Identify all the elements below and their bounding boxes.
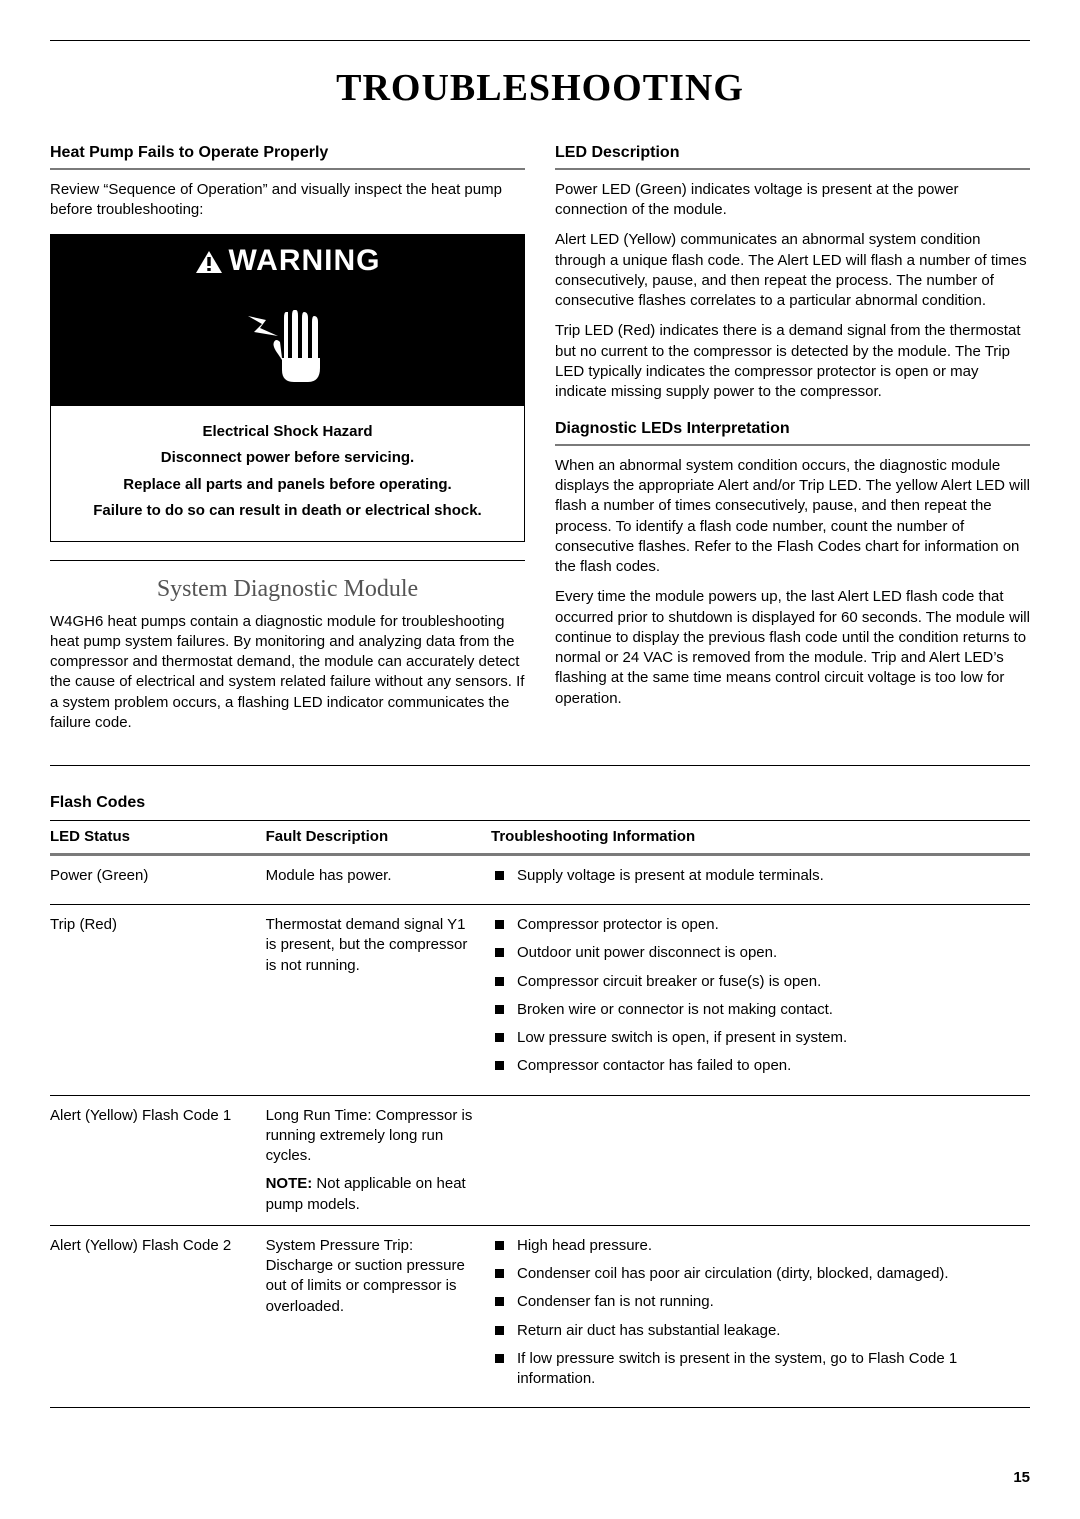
warning-icon-area <box>51 290 524 406</box>
troubleshooting-list: Supply voltage is present at module term… <box>491 866 1016 886</box>
right-column: LED Description Power LED (Green) indica… <box>555 142 1030 743</box>
flash-codes-title: Flash Codes <box>50 792 1030 814</box>
list-item: High head pressure. <box>491 1236 1016 1256</box>
heading-rule <box>555 168 1030 170</box>
system-diagnostic-body: W4GH6 heat pumps contain a diagnostic mo… <box>50 612 525 734</box>
warning-body: Electrical Shock Hazard Disconnect power… <box>51 406 524 541</box>
column-rule <box>50 560 525 561</box>
cell-led-status: Alert (Yellow) Flash Code 1 <box>50 1095 266 1225</box>
section-divider <box>50 765 1030 766</box>
list-item: Low pressure switch is open, if present … <box>491 1028 1016 1048</box>
cell-troubleshooting: Supply voltage is present at module term… <box>491 854 1030 904</box>
table-row: Trip (Red)Thermostat demand signal Y1 is… <box>50 905 1030 1096</box>
flash-codes-table: LED Status Fault Description Troubleshoo… <box>50 820 1030 1409</box>
table-header-row: LED Status Fault Description Troubleshoo… <box>50 820 1030 854</box>
heading-led-description: LED Description <box>555 142 1030 164</box>
page-title: TROUBLESHOOTING <box>50 63 1030 114</box>
col-header-trouble: Troubleshooting Information <box>491 820 1030 854</box>
flash-codes-tbody: Power (Green)Module has power.Supply vol… <box>50 854 1030 1408</box>
list-item: Compressor protector is open. <box>491 915 1016 935</box>
heading-diagnostic-leds: Diagnostic LEDs Interpretation <box>555 418 1030 440</box>
list-item: If low pressure switch is present in the… <box>491 1349 1016 1390</box>
cell-fault-description: Module has power. <box>266 854 491 904</box>
list-item: Outdoor unit power disconnect is open. <box>491 943 1016 963</box>
cell-led-status: Trip (Red) <box>50 905 266 1096</box>
list-item: Compressor circuit breaker or fuse(s) is… <box>491 972 1016 992</box>
intro-text: Review “Sequence of Operation” and visua… <box>50 180 525 221</box>
diag-p1: When an abnormal system condition occurs… <box>555 456 1030 578</box>
diag-p2: Every time the module powers up, the las… <box>555 587 1030 709</box>
heading-heat-pump-fails: Heat Pump Fails to Operate Properly <box>50 142 525 164</box>
list-item: Compressor contactor has failed to open. <box>491 1056 1016 1076</box>
flash-codes-section: Flash Codes LED Status Fault Description… <box>50 792 1030 1408</box>
col-header-led: LED Status <box>50 820 266 854</box>
left-column: Heat Pump Fails to Operate Properly Revi… <box>50 142 525 743</box>
cell-troubleshooting: High head pressure. Condenser coil has po… <box>491 1225 1030 1408</box>
heading-rule <box>50 168 525 170</box>
led-desc-p1: Power LED (Green) indicates voltage is p… <box>555 180 1030 221</box>
top-page-rule <box>50 40 1030 41</box>
troubleshooting-list: High head pressure. Condenser coil has po… <box>491 1236 1016 1390</box>
list-item: Broken wire or connector is not making c… <box>491 1000 1016 1020</box>
subtitle-system-diagnostic: System Diagnostic Module <box>50 573 525 605</box>
table-row: Alert (Yellow) Flash Code 1Long Run Time… <box>50 1095 1030 1225</box>
warning-line-1: Electrical Shock Hazard <box>65 422 510 442</box>
warning-label: WARNING <box>229 241 381 282</box>
led-desc-p2: Alert LED (Yellow) communicates an abnor… <box>555 230 1030 311</box>
list-item: Condenser coil has poor air circulation … <box>491 1264 1016 1284</box>
list-item: Return air duct has substantial leakage. <box>491 1321 1016 1341</box>
electrical-shock-hand-icon <box>238 298 338 386</box>
cell-troubleshooting: Compressor protector is open. Outdoor uni… <box>491 905 1030 1096</box>
warning-header: WARNING <box>51 235 524 290</box>
troubleshooting-list: Compressor protector is open. Outdoor uni… <box>491 915 1016 1077</box>
cell-troubleshooting <box>491 1095 1030 1225</box>
cell-led-status: Power (Green) <box>50 854 266 904</box>
warning-box: WARNING Electrical Shock Hazard Discon <box>50 234 525 542</box>
table-row: Power (Green)Module has power.Supply vol… <box>50 854 1030 904</box>
cell-fault-description: System Pressure Trip: Discharge or sucti… <box>266 1225 491 1408</box>
cell-fault-description: Long Run Time: Compressor is running ext… <box>266 1095 491 1225</box>
led-desc-p3: Trip LED (Red) indicates there is a dema… <box>555 321 1030 402</box>
cell-led-status: Alert (Yellow) Flash Code 2 <box>50 1225 266 1408</box>
warning-line-2: Disconnect power before servicing. <box>65 448 510 468</box>
col-header-fault: Fault Description <box>266 820 491 854</box>
warning-line-4: Failure to do so can result in death or … <box>65 501 510 521</box>
list-item: Supply voltage is present at module term… <box>491 866 1016 886</box>
alert-triangle-icon <box>195 250 223 274</box>
two-column-layout: Heat Pump Fails to Operate Properly Revi… <box>50 142 1030 743</box>
warning-line-3: Replace all parts and panels before oper… <box>65 475 510 495</box>
list-item: Condenser fan is not running. <box>491 1292 1016 1312</box>
page-number: 15 <box>50 1468 1030 1488</box>
cell-fault-description: Thermostat demand signal Y1 is present, … <box>266 905 491 1096</box>
table-row: Alert (Yellow) Flash Code 2System Pressu… <box>50 1225 1030 1408</box>
heading-rule <box>555 444 1030 446</box>
